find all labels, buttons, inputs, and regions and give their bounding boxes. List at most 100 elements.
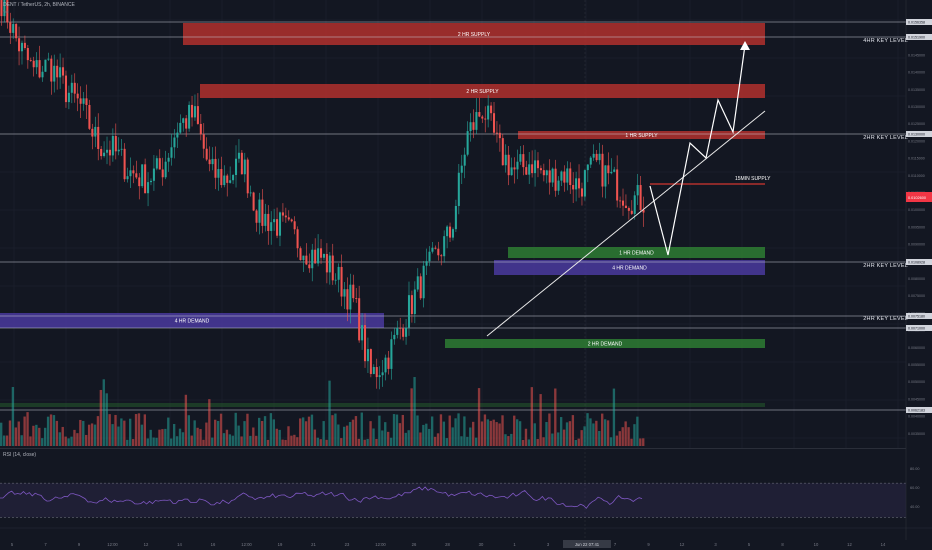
candle-body	[232, 175, 235, 181]
volume-bar	[260, 421, 264, 446]
volume-bar	[8, 420, 12, 446]
candle-body	[419, 276, 422, 299]
volume-bar	[562, 429, 566, 446]
candle-body	[67, 92, 70, 103]
candle-body	[284, 215, 287, 218]
volume-bar	[340, 438, 343, 446]
candle-body	[548, 170, 551, 183]
candle-body	[607, 165, 610, 174]
volume-bar	[407, 430, 410, 446]
candle-body	[296, 229, 299, 249]
price-scale[interactable]: 0.0156358 0.0151900 0.0145000 0.0140000 0.01…	[905, 0, 932, 540]
candle-body	[132, 170, 135, 174]
volume-bar	[533, 423, 536, 446]
volume-bar	[155, 437, 158, 446]
volume-bar	[313, 429, 317, 446]
volume-bar	[633, 424, 636, 446]
candle-body	[270, 222, 273, 231]
volume-label: Vol	[3, 9, 9, 14]
symbol-header[interactable]: DENT / TetherUS, 2h, BINANCE	[3, 2, 75, 8]
candle-body	[431, 247, 434, 252]
candle-body	[402, 328, 405, 337]
candle-body	[604, 165, 607, 187]
volume-bar	[430, 416, 434, 446]
volume-bar	[322, 421, 325, 446]
volume-bar	[114, 414, 117, 446]
rsi-title[interactable]: RSI (14, close)	[3, 452, 37, 458]
volume-bar	[639, 438, 642, 446]
candle-body	[352, 284, 355, 299]
candle-body	[578, 178, 581, 189]
candle-body	[320, 248, 323, 258]
candle-body	[580, 188, 583, 197]
zone-supply	[200, 84, 765, 98]
volume-bar	[29, 436, 32, 446]
candle-body	[70, 82, 73, 93]
volume-bar	[164, 428, 167, 446]
volume-bar	[35, 424, 38, 446]
candle-body	[366, 349, 369, 362]
candle-body	[97, 126, 100, 149]
volume-bar	[466, 436, 469, 446]
candle-body	[138, 177, 141, 187]
candle-body	[425, 261, 428, 266]
volume-bar	[492, 419, 495, 446]
price-tick-label: 0.0115000	[908, 157, 925, 161]
candle-body	[358, 298, 361, 341]
candle-body	[120, 148, 123, 150]
candle-body	[188, 104, 191, 129]
volume-bar	[249, 435, 252, 446]
key-level-label-4hr: 4HR KEY LEVEL	[863, 38, 908, 44]
volume-bar	[489, 420, 492, 446]
candle-body	[3, 0, 6, 17]
volume-bar	[243, 421, 246, 446]
volume-bar	[454, 418, 457, 446]
time-tick-label: 12	[144, 542, 149, 547]
zone-demand	[508, 247, 765, 258]
price-tick-label: 0.0140000	[908, 71, 925, 75]
volume-bar	[137, 413, 141, 446]
volume-bar	[258, 417, 261, 446]
volume-bar	[433, 436, 437, 446]
volume-bar	[293, 434, 296, 446]
volume-bar	[234, 412, 237, 446]
candle-body	[613, 169, 616, 172]
volume-bar	[586, 413, 589, 446]
volume-bar	[436, 433, 440, 446]
candle-body	[513, 167, 516, 170]
candle-body	[217, 169, 220, 178]
candle-body	[73, 82, 76, 94]
time-axis[interactable]: 5 7 9 12:00 12 14 16 12:00 19 21 23 12:00 26 28 30 1 3 5 7…	[0, 527, 932, 548]
candle-body	[199, 123, 202, 135]
volume-bar	[126, 439, 129, 446]
candle-body	[519, 154, 522, 162]
candle-body	[551, 168, 554, 183]
volume-bar	[495, 422, 498, 446]
price-marker-label: 0.0130000	[908, 133, 925, 137]
volume-bar	[49, 414, 53, 446]
candle-body	[249, 192, 252, 194]
volume-bar	[545, 422, 548, 446]
candle-body	[50, 58, 53, 82]
volume-bar	[425, 423, 428, 446]
candle-body	[229, 180, 232, 183]
candle-body	[346, 289, 349, 310]
volume-bar	[105, 393, 108, 446]
candle-body	[428, 251, 431, 262]
volume-bar	[498, 423, 501, 446]
candle-body	[196, 106, 199, 124]
candle-body	[355, 298, 358, 299]
candle-body	[387, 357, 390, 369]
volume-bar	[401, 414, 405, 446]
candle-body	[434, 247, 437, 249]
candle-body	[378, 375, 381, 378]
volume-bar	[108, 414, 111, 446]
candle-body	[545, 170, 548, 176]
candle-body	[161, 169, 164, 178]
candle-body	[308, 264, 311, 269]
volume-bar	[589, 418, 592, 446]
volume-bar	[592, 423, 595, 446]
candle-body	[302, 255, 305, 261]
candle-body	[111, 135, 114, 156]
